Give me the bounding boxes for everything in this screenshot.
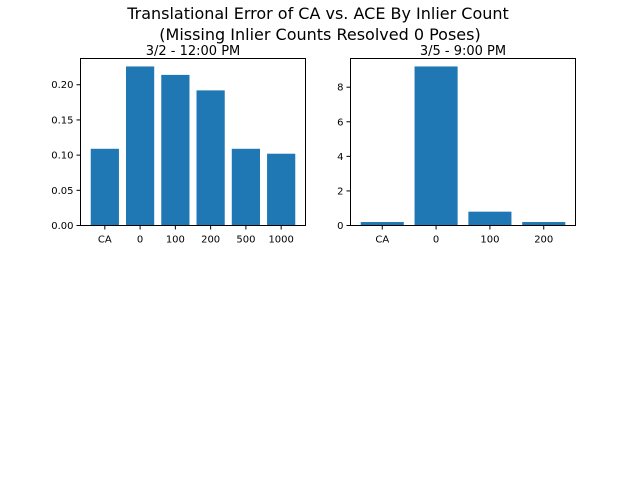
left-chart-y-tick-label: 0.05: [51, 186, 73, 197]
right-chart-bar-0: [414, 66, 458, 226]
figure-title-line1: Translational Error of CA vs. ACE By Inl…: [126, 4, 509, 23]
left-chart-y-axis: 0.00 0.05 0.10 0.15 0.20: [51, 80, 81, 232]
left-chart-x-axis: CA 0 100 200 500 1000: [98, 225, 294, 246]
left-chart-x-tick-label: 500: [236, 235, 255, 246]
left-chart-bar-200: [196, 90, 225, 226]
right-chart: 3/5 - 9:00 PM 0 2 4 6 8 CA 0 100 200: [337, 44, 576, 246]
right-chart-x-tick-label: 0: [433, 235, 439, 246]
right-chart-x-axis: CA 0 100 200: [375, 225, 553, 246]
right-chart-bar-CA: [360, 222, 404, 226]
left-chart-bar-1000: [267, 153, 296, 226]
figure-title-line2: (Missing Inlier Counts Resolved 0 Poses): [159, 25, 480, 44]
left-chart-bar-CA: [90, 148, 119, 226]
right-chart-y-tick-label: 4: [337, 152, 343, 163]
left-chart-frame: [80, 58, 306, 226]
left-chart-y-tick-label: 0.10: [51, 151, 73, 162]
left-chart-bars: [90, 66, 296, 226]
right-chart-y-tick-label: 6: [337, 117, 343, 128]
right-chart-bar-100: [468, 211, 512, 226]
left-chart-y-tick-label: 0.15: [51, 115, 73, 126]
left-chart-bar-100: [161, 74, 190, 226]
left-chart: 3/2 - 12:00 PM 0.00 0.05 0.10 0.15 0.20 CA 0 1…: [51, 44, 306, 246]
left-chart-x-tick-label: CA: [98, 235, 112, 246]
left-chart-x-tick-label: 1000: [268, 235, 293, 246]
right-chart-y-tick-label: 0: [337, 221, 343, 232]
right-chart-title: 3/5 - 9:00 PM: [420, 44, 506, 59]
left-chart-bar-500: [231, 148, 261, 226]
right-chart-frame: [350, 58, 576, 226]
left-chart-y-tick-label: 0.00: [51, 221, 73, 232]
right-chart-y-axis: 0 2 4 6 8: [337, 83, 351, 232]
right-chart-y-tick-label: 8: [337, 83, 343, 94]
left-chart-x-tick-label: 0: [137, 235, 143, 246]
left-chart-bar-0: [125, 66, 155, 226]
left-chart-title: 3/2 - 12:00 PM: [146, 44, 241, 59]
left-chart-x-tick-label: 200: [201, 235, 220, 246]
left-chart-y-tick-label: 0.20: [51, 80, 73, 91]
left-chart-x-tick-label: 100: [166, 235, 185, 246]
right-chart-x-tick-label: CA: [375, 235, 389, 246]
right-chart-x-tick-label: 200: [534, 235, 553, 246]
right-chart-bars: [360, 66, 566, 226]
right-chart-bar-200: [522, 222, 566, 226]
right-chart-x-tick-label: 100: [480, 235, 499, 246]
right-chart-y-tick-label: 2: [337, 186, 343, 197]
